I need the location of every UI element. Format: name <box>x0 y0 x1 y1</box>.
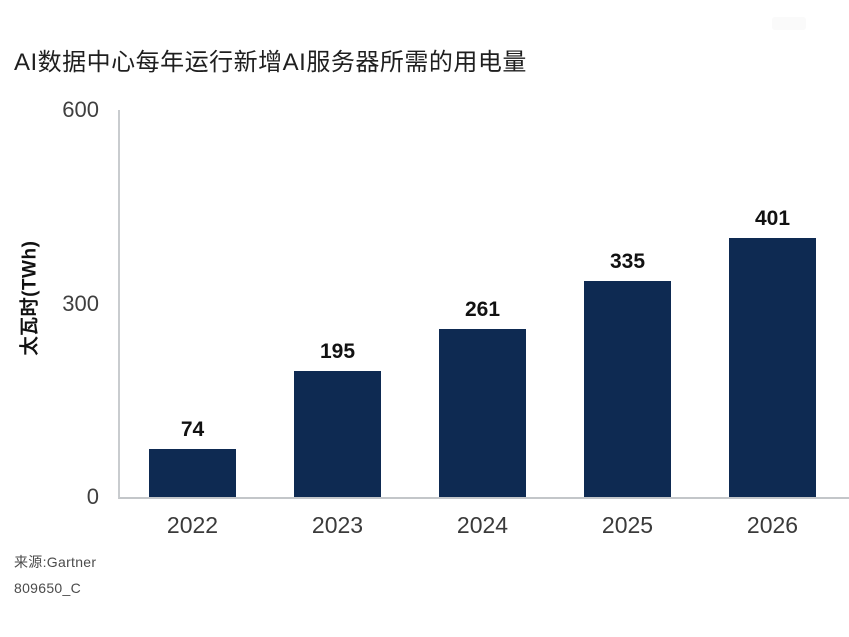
x-axis-tick-label: 2026 <box>746 512 799 538</box>
bar-value-label: 74 <box>180 418 205 442</box>
bar-group-2023: 195 2023 <box>265 110 410 537</box>
x-axis-tick-label: 2023 <box>311 512 364 538</box>
bar <box>149 449 236 497</box>
y-axis-tick-label: 600 <box>62 97 99 122</box>
chart-title: AI数据中心每年运行新增AI服务器所需的用电量 <box>14 49 527 76</box>
bar-group-2025: 335 2025 <box>555 110 700 537</box>
y-axis-ticks: 0 300 600 <box>19 99 99 508</box>
bar-group-2022: 74 2022 <box>120 110 265 537</box>
source-line-doc-id: 809650_C <box>14 580 82 596</box>
bar <box>439 328 526 497</box>
bar-value-label: 335 <box>609 249 646 273</box>
bar-value-label: 195 <box>319 340 356 364</box>
bars-container: 74 2022 195 2023 261 2024 335 2025 401 2026 <box>120 110 845 537</box>
bar-value-label: 261 <box>464 297 501 321</box>
x-axis-tick-label: 2022 <box>166 512 219 538</box>
plot-area: 0 300 600 74 2022 195 2023 261 2024 335 2025 401 20… <box>62 99 849 537</box>
source-line-gartner: 来源:Gartner <box>14 554 97 570</box>
bar-group-2024: 261 2024 <box>410 110 555 537</box>
y-axis-tick-label: 0 <box>86 484 99 509</box>
x-axis-tick-label: 2025 <box>601 512 654 538</box>
bar <box>294 371 381 497</box>
bar-group-2026: 401 2026 <box>700 110 845 537</box>
faint-watermark <box>772 17 806 30</box>
bar <box>584 280 671 497</box>
bar <box>729 238 816 497</box>
x-axis-tick-label: 2024 <box>456 512 509 538</box>
y-axis-tick-label: 300 <box>62 290 99 316</box>
bar-value-label: 401 <box>754 207 791 231</box>
source-note: 来源:Gartner 809650_C <box>14 549 96 601</box>
